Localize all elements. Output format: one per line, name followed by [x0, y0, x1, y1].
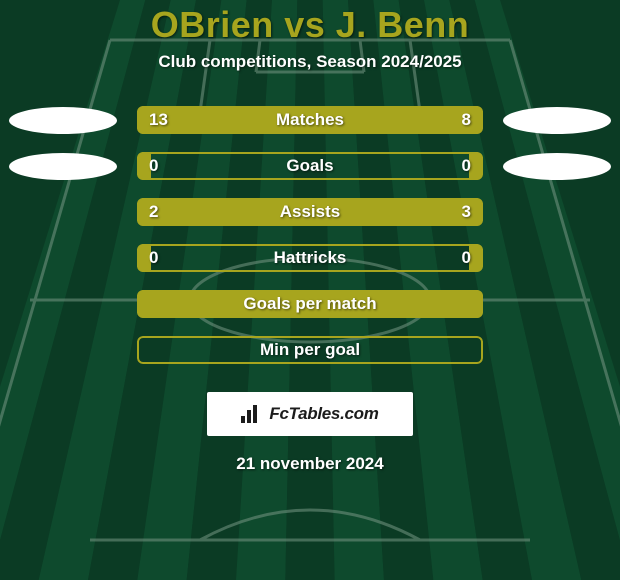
stat-row: 0 0 Goals: [9, 152, 611, 180]
stat-value-right: 0: [462, 248, 471, 268]
player-left-marker: [9, 107, 117, 134]
stat-bar: 0 0 Hattricks: [137, 244, 483, 272]
spacer: [503, 337, 611, 364]
stat-row: Goals per match: [9, 290, 611, 318]
stat-fill-right: [469, 152, 483, 180]
stat-bar: 0 0 Goals: [137, 152, 483, 180]
badge-text: FcTables.com: [269, 404, 378, 424]
page-subtitle: Club competitions, Season 2024/2025: [158, 52, 461, 72]
stat-label: Goals: [286, 156, 333, 176]
stat-label: Assists: [280, 202, 340, 222]
player-right-marker: [503, 107, 611, 134]
player-left-marker: [9, 153, 117, 180]
fctables-badge: FcTables.com: [207, 392, 413, 436]
stat-value-right: 3: [462, 202, 471, 222]
stat-value-left: 0: [149, 156, 158, 176]
stat-row: Min per goal: [9, 336, 611, 364]
bar-chart-icon: [241, 405, 263, 423]
stat-bar: Goals per match: [137, 290, 483, 318]
spacer: [503, 245, 611, 272]
stat-bar: 13 8 Matches: [137, 106, 483, 134]
stat-label: Matches: [276, 110, 344, 130]
stat-value-right: 0: [462, 156, 471, 176]
spacer: [9, 291, 117, 318]
spacer: [9, 337, 117, 364]
content-wrapper: OBrien vs J. Benn Club competitions, Sea…: [0, 0, 620, 580]
spacer: [503, 199, 611, 226]
stat-value-left: 2: [149, 202, 158, 222]
spacer: [503, 291, 611, 318]
spacer: [9, 199, 117, 226]
stat-label: Hattricks: [274, 248, 347, 268]
page-title: OBrien vs J. Benn: [151, 4, 470, 46]
stat-bar: Min per goal: [137, 336, 483, 364]
stat-label: Goals per match: [243, 294, 376, 314]
stat-bar: 2 3 Assists: [137, 198, 483, 226]
stat-fill-right: [469, 244, 483, 272]
stat-row: 13 8 Matches: [9, 106, 611, 134]
stat-value-left: 0: [149, 248, 158, 268]
stat-value-left: 13: [149, 110, 168, 130]
date-label: 21 november 2024: [236, 454, 383, 474]
stats-container: 13 8 Matches 0 0 Goals 2 3 Assists 0 0 Hattricks Goa…: [9, 106, 611, 382]
player-right-marker: [503, 153, 611, 180]
stat-row: 0 0 Hattricks: [9, 244, 611, 272]
stat-label: Min per goal: [260, 340, 360, 360]
stat-row: 2 3 Assists: [9, 198, 611, 226]
spacer: [9, 245, 117, 272]
stat-value-right: 8: [462, 110, 471, 130]
